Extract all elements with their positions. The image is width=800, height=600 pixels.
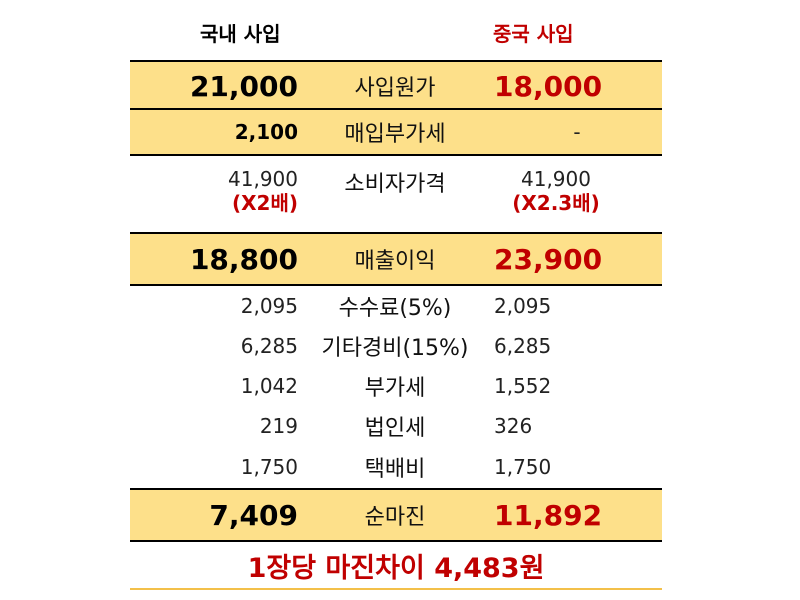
consumer-price-china: 41,900 (521, 167, 591, 191)
consumer-price-china-note: (X2.3배) (512, 191, 600, 215)
net-margin-label: 순마진 (364, 505, 426, 530)
row-gross-profit: 18,800 매출이익 23,900 (130, 232, 662, 286)
delivery-china: 1,750 (494, 455, 552, 479)
row-vat-purchase: 2,100 매입부가세 - (130, 108, 662, 156)
vat-purchase-domestic: 2,100 (234, 120, 298, 144)
row-consumer-price: 41,900 (X2배) 소비자가격 41,900 (X2.3배) (130, 156, 662, 226)
cost-domestic: 21,000 (189, 69, 298, 103)
vat-purchase-label: 매입부가세 (344, 122, 446, 147)
row-delivery: 1,750 택배비 1,750 (130, 446, 662, 488)
other-expense-china: 6,285 (494, 334, 552, 358)
cost-label: 사입원가 (354, 76, 436, 101)
header-china: 중국 사입 (493, 22, 574, 46)
consumer-price-china-cell: 41,900 (X2.3배) (492, 156, 618, 226)
header-domestic: 국내 사입 (200, 22, 281, 46)
vat-purchase-china: - (573, 120, 581, 144)
commission-china: 2,095 (494, 294, 552, 318)
vat-label: 부가세 (364, 376, 426, 401)
delivery-domestic: 1,750 (240, 455, 298, 479)
gross-profit-label: 매출이익 (354, 249, 436, 274)
row-cost: 21,000 사입원가 18,000 (130, 60, 662, 110)
delivery-label: 택배비 (364, 457, 426, 482)
corporate-tax-china: 326 (494, 414, 533, 438)
vat-china: 1,552 (494, 374, 552, 398)
gross-profit-china: 23,900 (494, 242, 603, 276)
other-expense-label: 기타경비(15%) (321, 336, 469, 361)
row-other-expense: 6,285 기타경비(15%) 6,285 (130, 326, 662, 366)
bottom-divider (130, 588, 662, 590)
net-margin-domestic: 7,409 (209, 498, 298, 532)
consumer-price-domestic-note: (X2배) (231, 191, 298, 215)
row-vat: 1,042 부가세 1,552 (130, 366, 662, 406)
commission-domestic: 2,095 (240, 294, 298, 318)
corporate-tax-label: 법인세 (364, 416, 426, 441)
net-margin-china: 11,892 (494, 498, 603, 532)
gross-profit-domestic: 18,800 (189, 242, 298, 276)
consumer-price-domestic: 41,900 (228, 167, 298, 191)
commission-label: 수수료(5%) (338, 296, 452, 321)
cost-china: 18,000 (494, 69, 603, 103)
vat-domestic: 1,042 (240, 374, 298, 398)
consumer-price-domestic-cell: 41,900 (X2배) (130, 156, 298, 226)
consumer-price-label: 소비자가격 (344, 172, 446, 197)
margin-difference-summary: 1장당 마진차이 4,483원 (247, 553, 545, 584)
row-commission: 2,095 수수료(5%) 2,095 (130, 286, 662, 326)
corporate-tax-domestic: 219 (259, 414, 298, 438)
row-net-margin: 7,409 순마진 11,892 (130, 488, 662, 542)
row-corporate-tax: 219 법인세 326 (130, 406, 662, 446)
other-expense-domestic: 6,285 (240, 334, 298, 358)
